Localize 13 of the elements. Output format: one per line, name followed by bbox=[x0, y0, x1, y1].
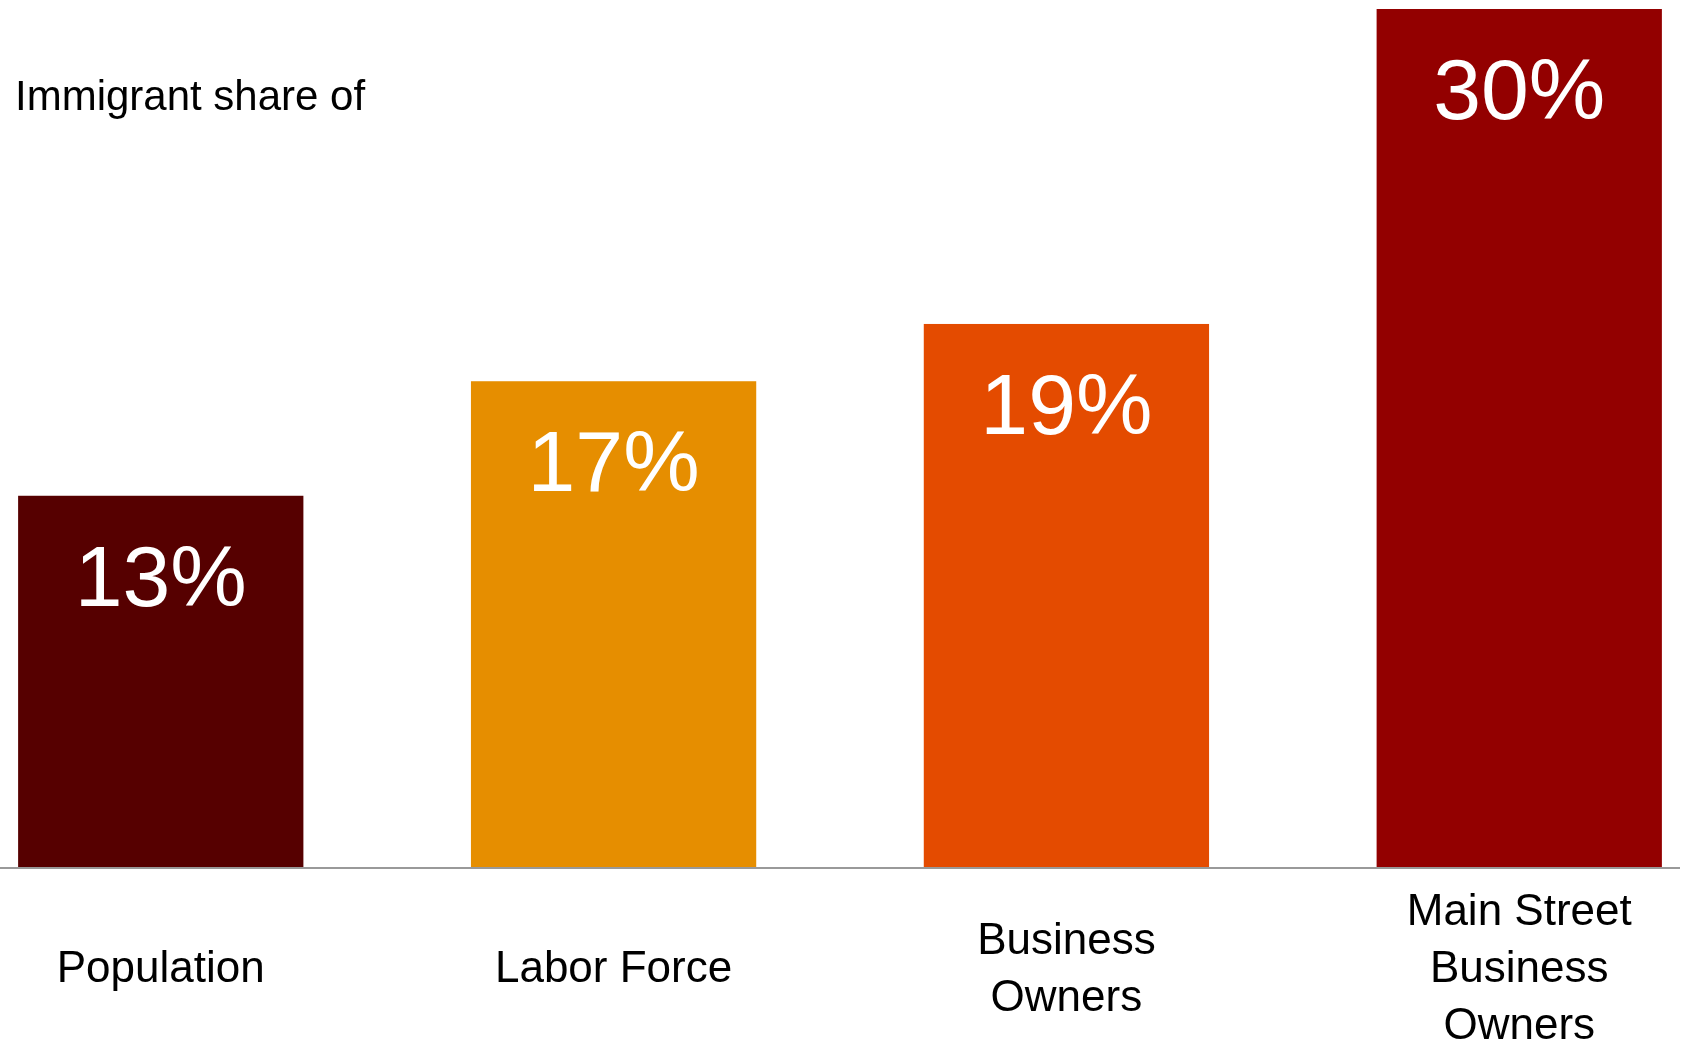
text: Immigrant share of bbox=[15, 72, 366, 119]
bar bbox=[18, 495, 304, 868]
bar bbox=[923, 323, 1210, 868]
x-tick-label: Business Owners bbox=[977, 913, 1156, 1020]
x-tick-label: Population bbox=[56, 942, 265, 991]
x-tick-label: Labor Force bbox=[494, 942, 733, 991]
data-label: 19% bbox=[980, 355, 1153, 452]
bar bbox=[1376, 9, 1662, 868]
data-label: 17% bbox=[527, 413, 700, 510]
data-label: 13% bbox=[74, 527, 247, 624]
x-tick-label: Main Street Business Owners bbox=[1406, 885, 1632, 1048]
bar bbox=[470, 381, 757, 868]
data-label: 30% bbox=[1433, 41, 1606, 137]
